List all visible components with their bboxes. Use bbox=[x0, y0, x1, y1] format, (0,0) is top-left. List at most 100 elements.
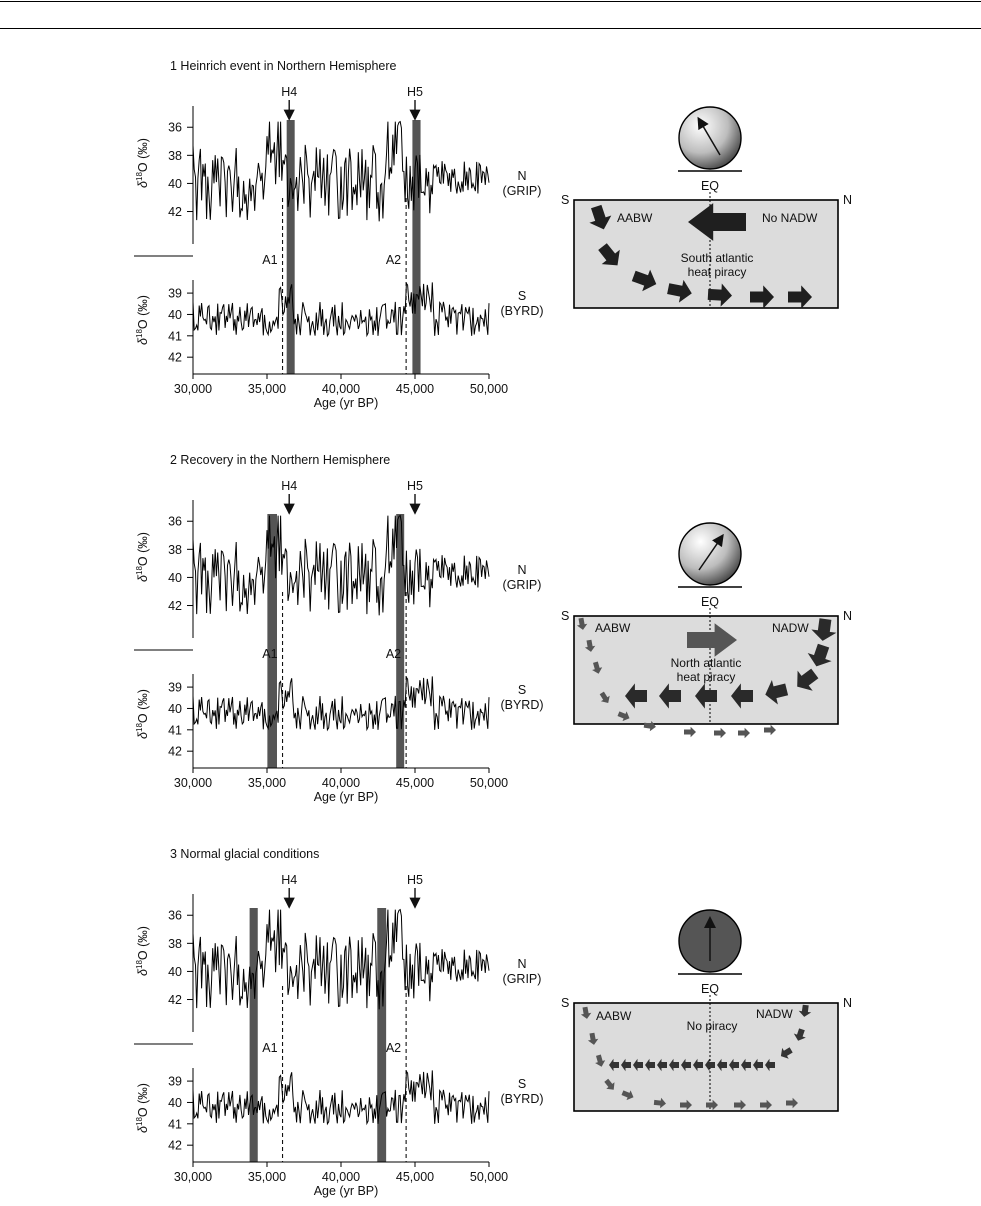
x-axis-label: Age (yr BP) bbox=[314, 790, 379, 804]
nadw-flow-arrow bbox=[659, 683, 681, 709]
grip-series-line bbox=[192, 514, 490, 616]
panel-3: 3 Normal glacial conditions A1 A2 H4 H5 36 38 4… bbox=[134, 847, 544, 1198]
ocean-diagram-3: EQ S N AABW NADW No piracy bbox=[561, 909, 852, 1112]
nadw-label: No NADW bbox=[762, 211, 818, 225]
aabw-label: AABW bbox=[595, 621, 631, 635]
aabw-flow-arrow bbox=[680, 1099, 692, 1111]
panel-2: 2 Recovery in the Northern Hemisphere A1 A… bbox=[134, 453, 544, 804]
aabw-flow-arrow bbox=[580, 1006, 592, 1019]
equator-label: EQ bbox=[701, 982, 719, 996]
x-tick-label: 30,000 bbox=[174, 776, 212, 790]
nadw-flow-arrow bbox=[797, 668, 819, 691]
no-piracy-label: No piracy bbox=[687, 1019, 738, 1033]
ocean-diagram-1: EQ S N AABW No NADW South atlantic heat piracy bbox=[561, 106, 852, 309]
nadw-flow-arrow bbox=[780, 1047, 793, 1059]
aabw-flow-arrow bbox=[592, 661, 603, 674]
byrd-y-tick-label: 40 bbox=[168, 308, 182, 322]
byrd-y-tick-label: 42 bbox=[168, 745, 182, 759]
x-tick-label: 35,000 bbox=[248, 1170, 286, 1184]
aabw-flow-arrow bbox=[788, 285, 812, 309]
dashed-label: A1 bbox=[262, 647, 277, 661]
byrd-series-line bbox=[192, 281, 490, 338]
byrd-y-label: δ18O (‰) bbox=[135, 1083, 150, 1133]
event-label: H5 bbox=[407, 85, 423, 99]
nadw-flow-arrow bbox=[765, 1058, 775, 1072]
nadw-flow-arrow bbox=[811, 618, 837, 641]
aabw-flow-arrow bbox=[576, 617, 588, 630]
south-label: S bbox=[561, 193, 569, 207]
nadw-flow-arrow bbox=[645, 1058, 655, 1072]
grip-y-tick-label: 40 bbox=[168, 571, 182, 585]
byrd-y-tick-label: 39 bbox=[168, 287, 182, 301]
aabw-flow-arrow bbox=[604, 1078, 615, 1090]
nadw-flow-arrow bbox=[633, 1058, 643, 1072]
shaded-band bbox=[249, 908, 258, 1162]
grip-y-tick-label: 38 bbox=[168, 149, 182, 163]
shaded-band bbox=[286, 120, 295, 374]
header-rule bbox=[0, 28, 981, 29]
grip-y-label: δ18O (‰) bbox=[135, 532, 150, 582]
nadw-flow-arrow bbox=[807, 643, 832, 667]
grip-y-tick-label: 40 bbox=[168, 965, 182, 979]
x-tick-label: 45,000 bbox=[396, 1170, 434, 1184]
nadw-flow-arrow bbox=[798, 1004, 812, 1017]
shaded-band bbox=[396, 514, 405, 768]
grip-series-line bbox=[192, 120, 490, 222]
aabw-flow-arrow bbox=[653, 1097, 666, 1109]
north-label: N bbox=[843, 609, 852, 623]
aabw-flow-arrow bbox=[584, 639, 596, 652]
byrd-y-tick-label: 42 bbox=[168, 1139, 182, 1153]
grip-y-tick-label: 36 bbox=[168, 909, 182, 923]
aabw-flow-arrow bbox=[750, 285, 774, 309]
ball-arrow-icon bbox=[697, 116, 721, 156]
grip-y-tick-label: 36 bbox=[168, 515, 182, 529]
shaded-band bbox=[412, 120, 421, 374]
grip-y-tick-label: 42 bbox=[168, 599, 182, 613]
aabw-flow-arrow bbox=[617, 711, 630, 722]
piracy-label: South atlantic heat piracy bbox=[681, 251, 754, 279]
nadw-flow-arrow bbox=[693, 1058, 703, 1072]
nadw-flow-arrow bbox=[793, 1028, 806, 1041]
equator-label: EQ bbox=[701, 595, 719, 609]
ball-arrow-icon bbox=[698, 533, 724, 571]
aabw-flow-arrow bbox=[631, 269, 657, 292]
byrd-y-label: δ18O (‰) bbox=[135, 295, 150, 345]
x-tick-label: 40,000 bbox=[322, 382, 360, 396]
byrd-series-line bbox=[192, 1069, 490, 1126]
nadw-flow-arrow bbox=[657, 1058, 667, 1072]
panel-title: 2 Recovery in the Northern Hemisphere bbox=[170, 453, 390, 467]
aabw-flow-arrow bbox=[598, 243, 620, 266]
panel-1: 1 Heinrich event in Northern Hemisphere A… bbox=[134, 59, 544, 410]
dashed-label: A2 bbox=[386, 647, 401, 661]
byrd-series-label: S (BYRD) bbox=[500, 1077, 543, 1106]
dashed-label: A1 bbox=[262, 253, 277, 267]
nadw-flow-arrow bbox=[669, 1058, 679, 1072]
byrd-y-tick-label: 39 bbox=[168, 1075, 182, 1089]
grip-series-label: N (GRIP) bbox=[503, 957, 542, 986]
nadw-flow-arrow bbox=[705, 1058, 715, 1072]
grip-y-tick-label: 38 bbox=[168, 937, 182, 951]
x-tick-label: 35,000 bbox=[248, 382, 286, 396]
x-tick-label: 45,000 bbox=[396, 382, 434, 396]
byrd-y-label: δ18O (‰) bbox=[135, 689, 150, 739]
byrd-y-tick-label: 39 bbox=[168, 681, 182, 695]
nadw-flow-arrow bbox=[729, 1058, 739, 1072]
top-rule bbox=[0, 1, 981, 2]
north-label: N bbox=[843, 193, 852, 207]
x-axis-label: Age (yr BP) bbox=[314, 1184, 379, 1198]
aabw-flow-arrow bbox=[589, 204, 612, 230]
x-tick-label: 40,000 bbox=[322, 776, 360, 790]
aabw-label: AABW bbox=[617, 211, 653, 225]
panel-title: 3 Normal glacial conditions bbox=[170, 847, 319, 861]
shaded-band bbox=[267, 514, 277, 768]
byrd-y-tick-label: 40 bbox=[168, 702, 182, 716]
aabw-flow-arrow bbox=[621, 1090, 634, 1101]
nadw-flow-arrow bbox=[731, 683, 753, 709]
ocean-box bbox=[573, 1002, 839, 1112]
x-tick-label: 50,000 bbox=[470, 1170, 508, 1184]
dashed-label: A2 bbox=[386, 1041, 401, 1055]
grip-y-tick-label: 40 bbox=[168, 177, 182, 191]
byrd-y-tick-label: 41 bbox=[168, 329, 182, 343]
aabw-flow-arrow bbox=[684, 726, 696, 738]
